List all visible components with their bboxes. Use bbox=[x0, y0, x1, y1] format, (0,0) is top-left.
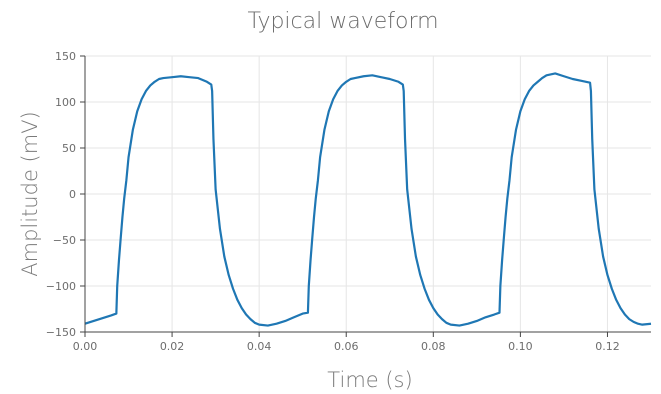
x-tick-label: 0.12 bbox=[595, 340, 620, 353]
x-tick-label: 0.10 bbox=[508, 340, 533, 353]
x-tick-label: 0.02 bbox=[160, 340, 185, 353]
series-layer bbox=[84, 72, 652, 327]
y-tick-label: 150 bbox=[55, 50, 76, 63]
axes: 0.00 0.02 0.04 0.06 0.08 0.10 0.12 150 100 50 0 −50… bbox=[46, 50, 651, 353]
x-tick-label: 0.06 bbox=[334, 340, 359, 353]
y-tick-label: 50 bbox=[62, 142, 76, 155]
x-tick-label: 0.00 bbox=[73, 340, 98, 353]
x-tick-label: 0.04 bbox=[247, 340, 272, 353]
y-tick-label: −150 bbox=[46, 326, 76, 339]
chart-title: Typical waveform bbox=[247, 9, 438, 34]
y-tick-label: −100 bbox=[46, 280, 76, 293]
y-tick-label: −50 bbox=[53, 234, 76, 247]
x-axis-label: Time (s) bbox=[327, 368, 412, 392]
y-tick-label: 100 bbox=[55, 96, 76, 109]
y-tick-label: 0 bbox=[69, 188, 76, 201]
x-tick-label: 0.08 bbox=[421, 340, 446, 353]
series-line bbox=[84, 72, 652, 327]
grid bbox=[84, 55, 651, 333]
y-axis-label: Amplitude (mV) bbox=[18, 111, 42, 277]
